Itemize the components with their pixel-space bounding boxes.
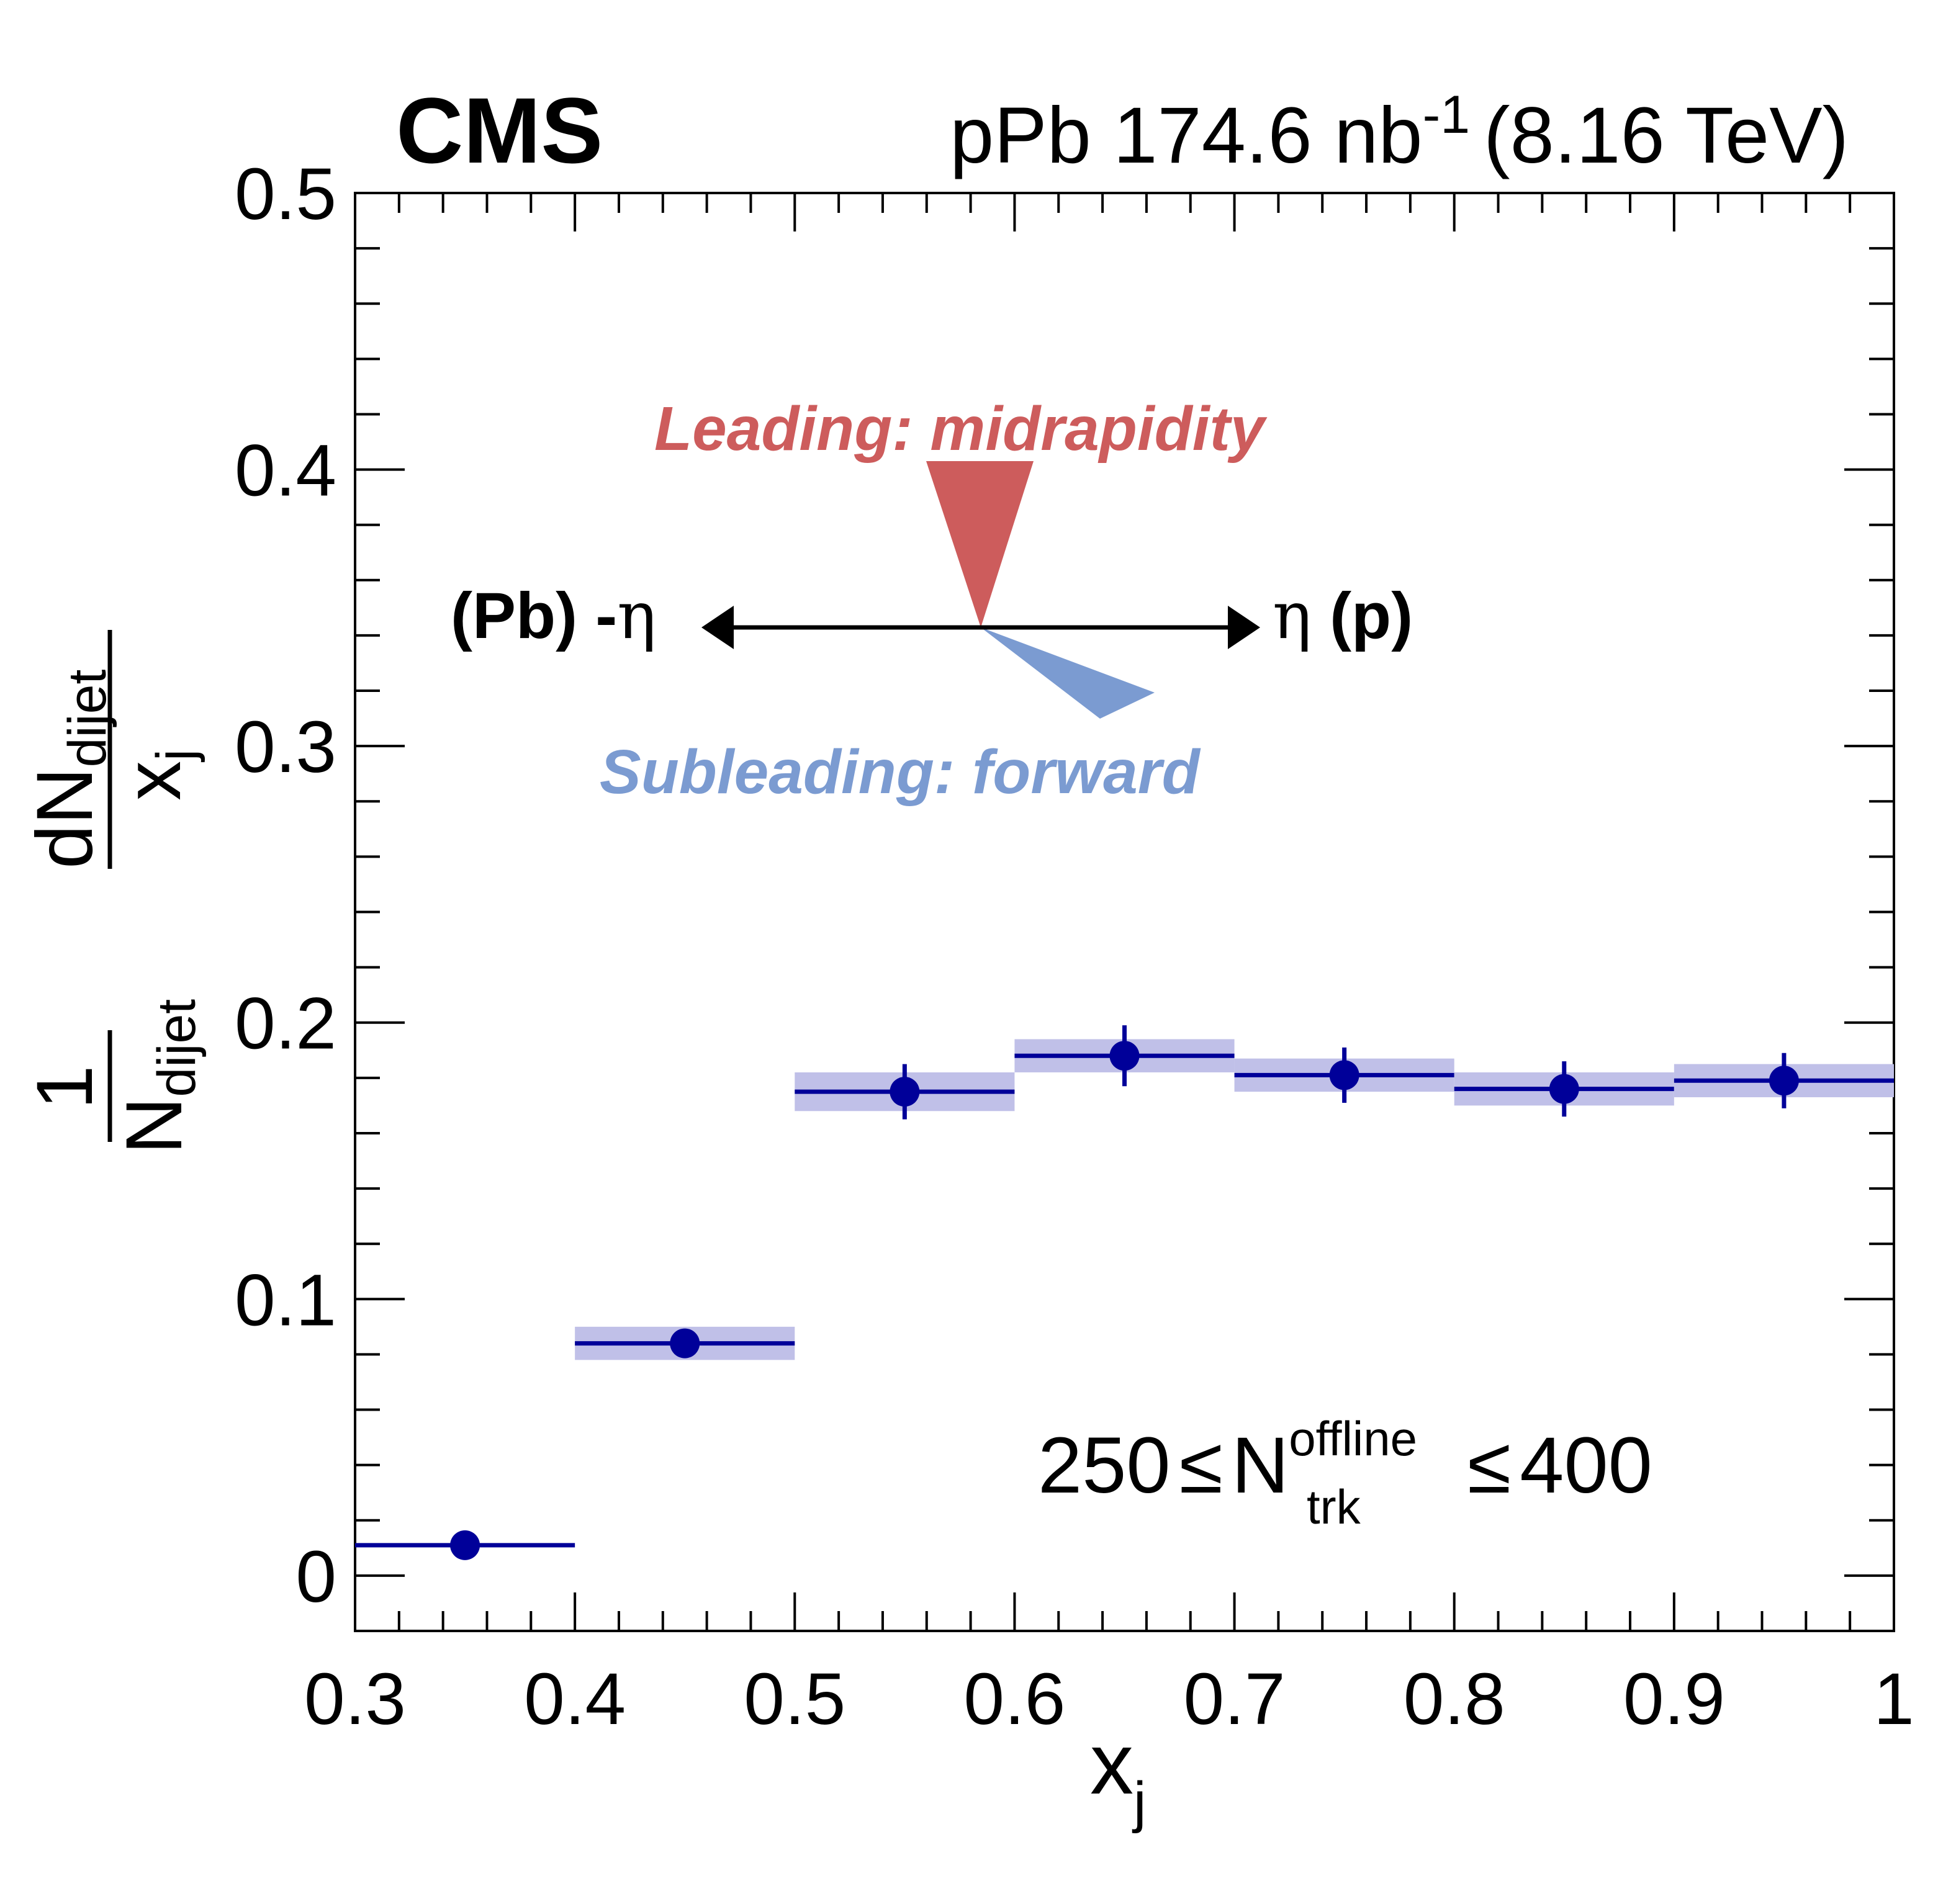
- x-tick-labels: 0.3 0.4 0.5 0.6 0.7 0.8 0.9 1: [304, 1658, 1914, 1740]
- multiplicity-upper-bound: 400: [1520, 1421, 1652, 1510]
- luminosity-unit-exponent: -1: [1423, 85, 1470, 145]
- multiplicity-selection-label: 250 ≤ Noffline trk ≤400: [1038, 1411, 1652, 1534]
- p-direction-text: (p): [1312, 580, 1413, 652]
- leq-symbol-lower: ≤: [1179, 1421, 1223, 1510]
- eta-arrow-right-head: [1228, 606, 1260, 649]
- n-trk-superscript: offline: [1289, 1411, 1417, 1466]
- x-tick-label: 0.6: [963, 1658, 1065, 1740]
- y-axis-label: 1 Ndijet dNdijet xj: [20, 630, 207, 1154]
- p-direction-label: η (p): [1273, 578, 1413, 653]
- data-point: [1549, 1074, 1579, 1104]
- data-point: [890, 1077, 920, 1107]
- data-point: [450, 1530, 480, 1560]
- x-tick-label: 0.5: [744, 1658, 845, 1740]
- data-point: [1329, 1060, 1359, 1090]
- x-tick-label: 0.9: [1623, 1658, 1725, 1740]
- eta-arrow-left-head: [701, 606, 734, 649]
- y-tick-label: 0.3: [235, 706, 336, 788]
- y-tick-label: 0.5: [235, 153, 336, 235]
- subleading-label: Subleading: forward: [600, 737, 1201, 807]
- y-tick-label: 0.4: [235, 430, 336, 512]
- x-axis-label-subscript: j: [1132, 1771, 1146, 1834]
- cms-label: CMS: [396, 78, 603, 182]
- y-label-denominator-left: Ndijet: [110, 999, 207, 1154]
- pb-direction-label: (Pb) -η: [451, 578, 656, 653]
- x-axis-label: xj: [1090, 1715, 1146, 1834]
- leading-jet-cone: [926, 461, 1034, 627]
- pb-direction-eta: η: [617, 578, 656, 653]
- leading-label: Leading: midrapidity: [654, 394, 1268, 464]
- data-series: [355, 1025, 1894, 1560]
- data-point: [670, 1328, 700, 1358]
- pb-direction-text: (Pb) -: [451, 580, 617, 652]
- x-axis-label-main: x: [1090, 1715, 1133, 1812]
- x-tick-label: 0.7: [1184, 1658, 1286, 1740]
- x-tick-label: 0.3: [304, 1658, 406, 1740]
- x-tick-label: 0.4: [524, 1658, 626, 1740]
- x-tick-label: 1: [1873, 1658, 1914, 1740]
- leq-symbol-upper: ≤: [1467, 1421, 1511, 1510]
- axis-ticks: [354, 192, 1895, 1632]
- y-label-numerator-right: dNdijet: [20, 670, 117, 869]
- data-point: [1769, 1066, 1799, 1096]
- y-tick-label: 0: [295, 1536, 336, 1618]
- y-label-numerator-one: 1: [20, 1065, 109, 1109]
- luminosity-value: pPb 174.6 nb: [950, 91, 1423, 180]
- multiplicity-lower-bound: 250: [1038, 1421, 1171, 1510]
- x-tick-label: 0.8: [1404, 1658, 1505, 1740]
- y-tick-label: 0.2: [235, 983, 336, 1065]
- data-point: [1109, 1041, 1140, 1071]
- p-direction-eta: η: [1273, 578, 1312, 653]
- y-label-denominator-right: xj: [109, 749, 205, 801]
- luminosity-label: pPb 174.6 nb-1 (8.16 TeV): [950, 85, 1849, 180]
- y-tick-labels: 0 0.1 0.2 0.3 0.4 0.5: [235, 153, 336, 1618]
- n-trk-subscript: trk: [1307, 1480, 1361, 1534]
- y-tick-label: 0.1: [235, 1259, 336, 1341]
- energy-value: (8.16 TeV): [1484, 91, 1849, 180]
- subleading-jet-cone: [981, 627, 1155, 719]
- n-trk-symbol: N: [1232, 1421, 1289, 1510]
